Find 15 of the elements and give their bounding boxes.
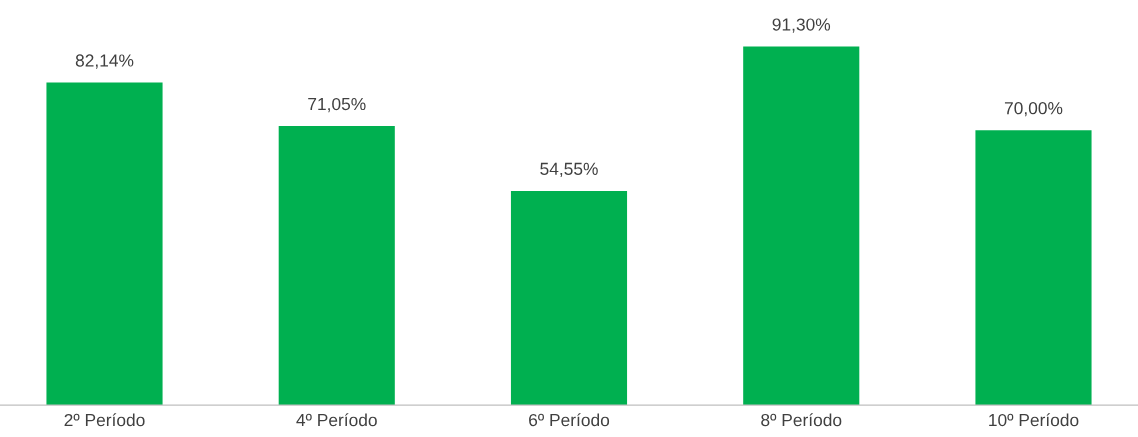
data-label: 54,55% xyxy=(540,162,598,178)
data-label: 91,30% xyxy=(772,18,831,33)
bar xyxy=(743,46,860,406)
x-tick-label: 4º Período xyxy=(296,413,377,427)
bar xyxy=(510,190,628,406)
x-tick-label: 6º Período xyxy=(529,413,610,427)
bar xyxy=(975,130,1092,406)
x-tick-label: 8º Período xyxy=(761,413,842,427)
x-tick-label: 10º Período xyxy=(989,413,1079,427)
bar xyxy=(278,126,395,406)
data-label: 82,14% xyxy=(75,54,134,69)
x-tick-label: 2º Período xyxy=(64,413,145,427)
data-label: 70,00% xyxy=(1004,102,1063,117)
bar xyxy=(46,82,163,406)
data-label: 71,05% xyxy=(308,97,366,113)
